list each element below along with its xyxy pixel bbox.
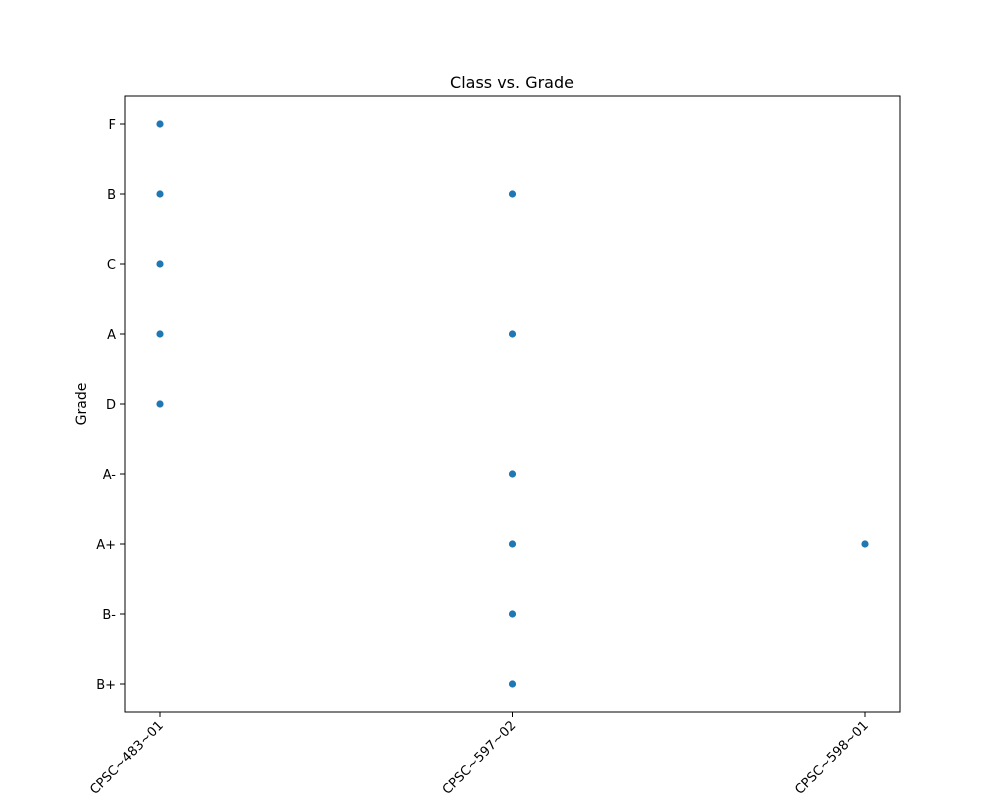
x-axis: CPSC~483~01 CPSC~597~02 CPSC~598~01 [87, 712, 872, 798]
y-axis: F B C A D A- A+ B- B+ [96, 118, 125, 693]
data-point [508, 540, 517, 548]
data-point [508, 680, 517, 688]
data-point [861, 540, 869, 548]
data-point [156, 190, 164, 198]
x-tick-label: CPSC~598~01 [792, 718, 871, 797]
y-tick-label: D [106, 398, 116, 413]
x-tick-label: CPSC~597~02 [440, 718, 519, 797]
y-tick-label: C [107, 258, 116, 273]
data-point [156, 330, 164, 338]
data-point [156, 260, 164, 268]
data-point [508, 470, 517, 478]
data-point [156, 400, 164, 408]
y-tick-label: B+ [96, 678, 116, 693]
y-tick-label: A- [103, 468, 117, 483]
y-tick-label: A+ [96, 538, 116, 553]
data-point [156, 120, 164, 128]
data-points [156, 120, 869, 688]
y-tick-label: B [107, 188, 116, 203]
y-tick-label: A [107, 328, 116, 343]
data-point [508, 330, 517, 338]
y-tick-label: B- [102, 608, 116, 623]
chart-title: Class vs. Grade [450, 73, 574, 92]
x-tick-label: CPSC~483~01 [87, 718, 166, 797]
data-point [508, 190, 517, 198]
plot-area [124, 95, 901, 713]
data-point [508, 610, 517, 618]
y-tick-label: F [109, 118, 116, 133]
y-axis-label: Grade [74, 383, 90, 426]
